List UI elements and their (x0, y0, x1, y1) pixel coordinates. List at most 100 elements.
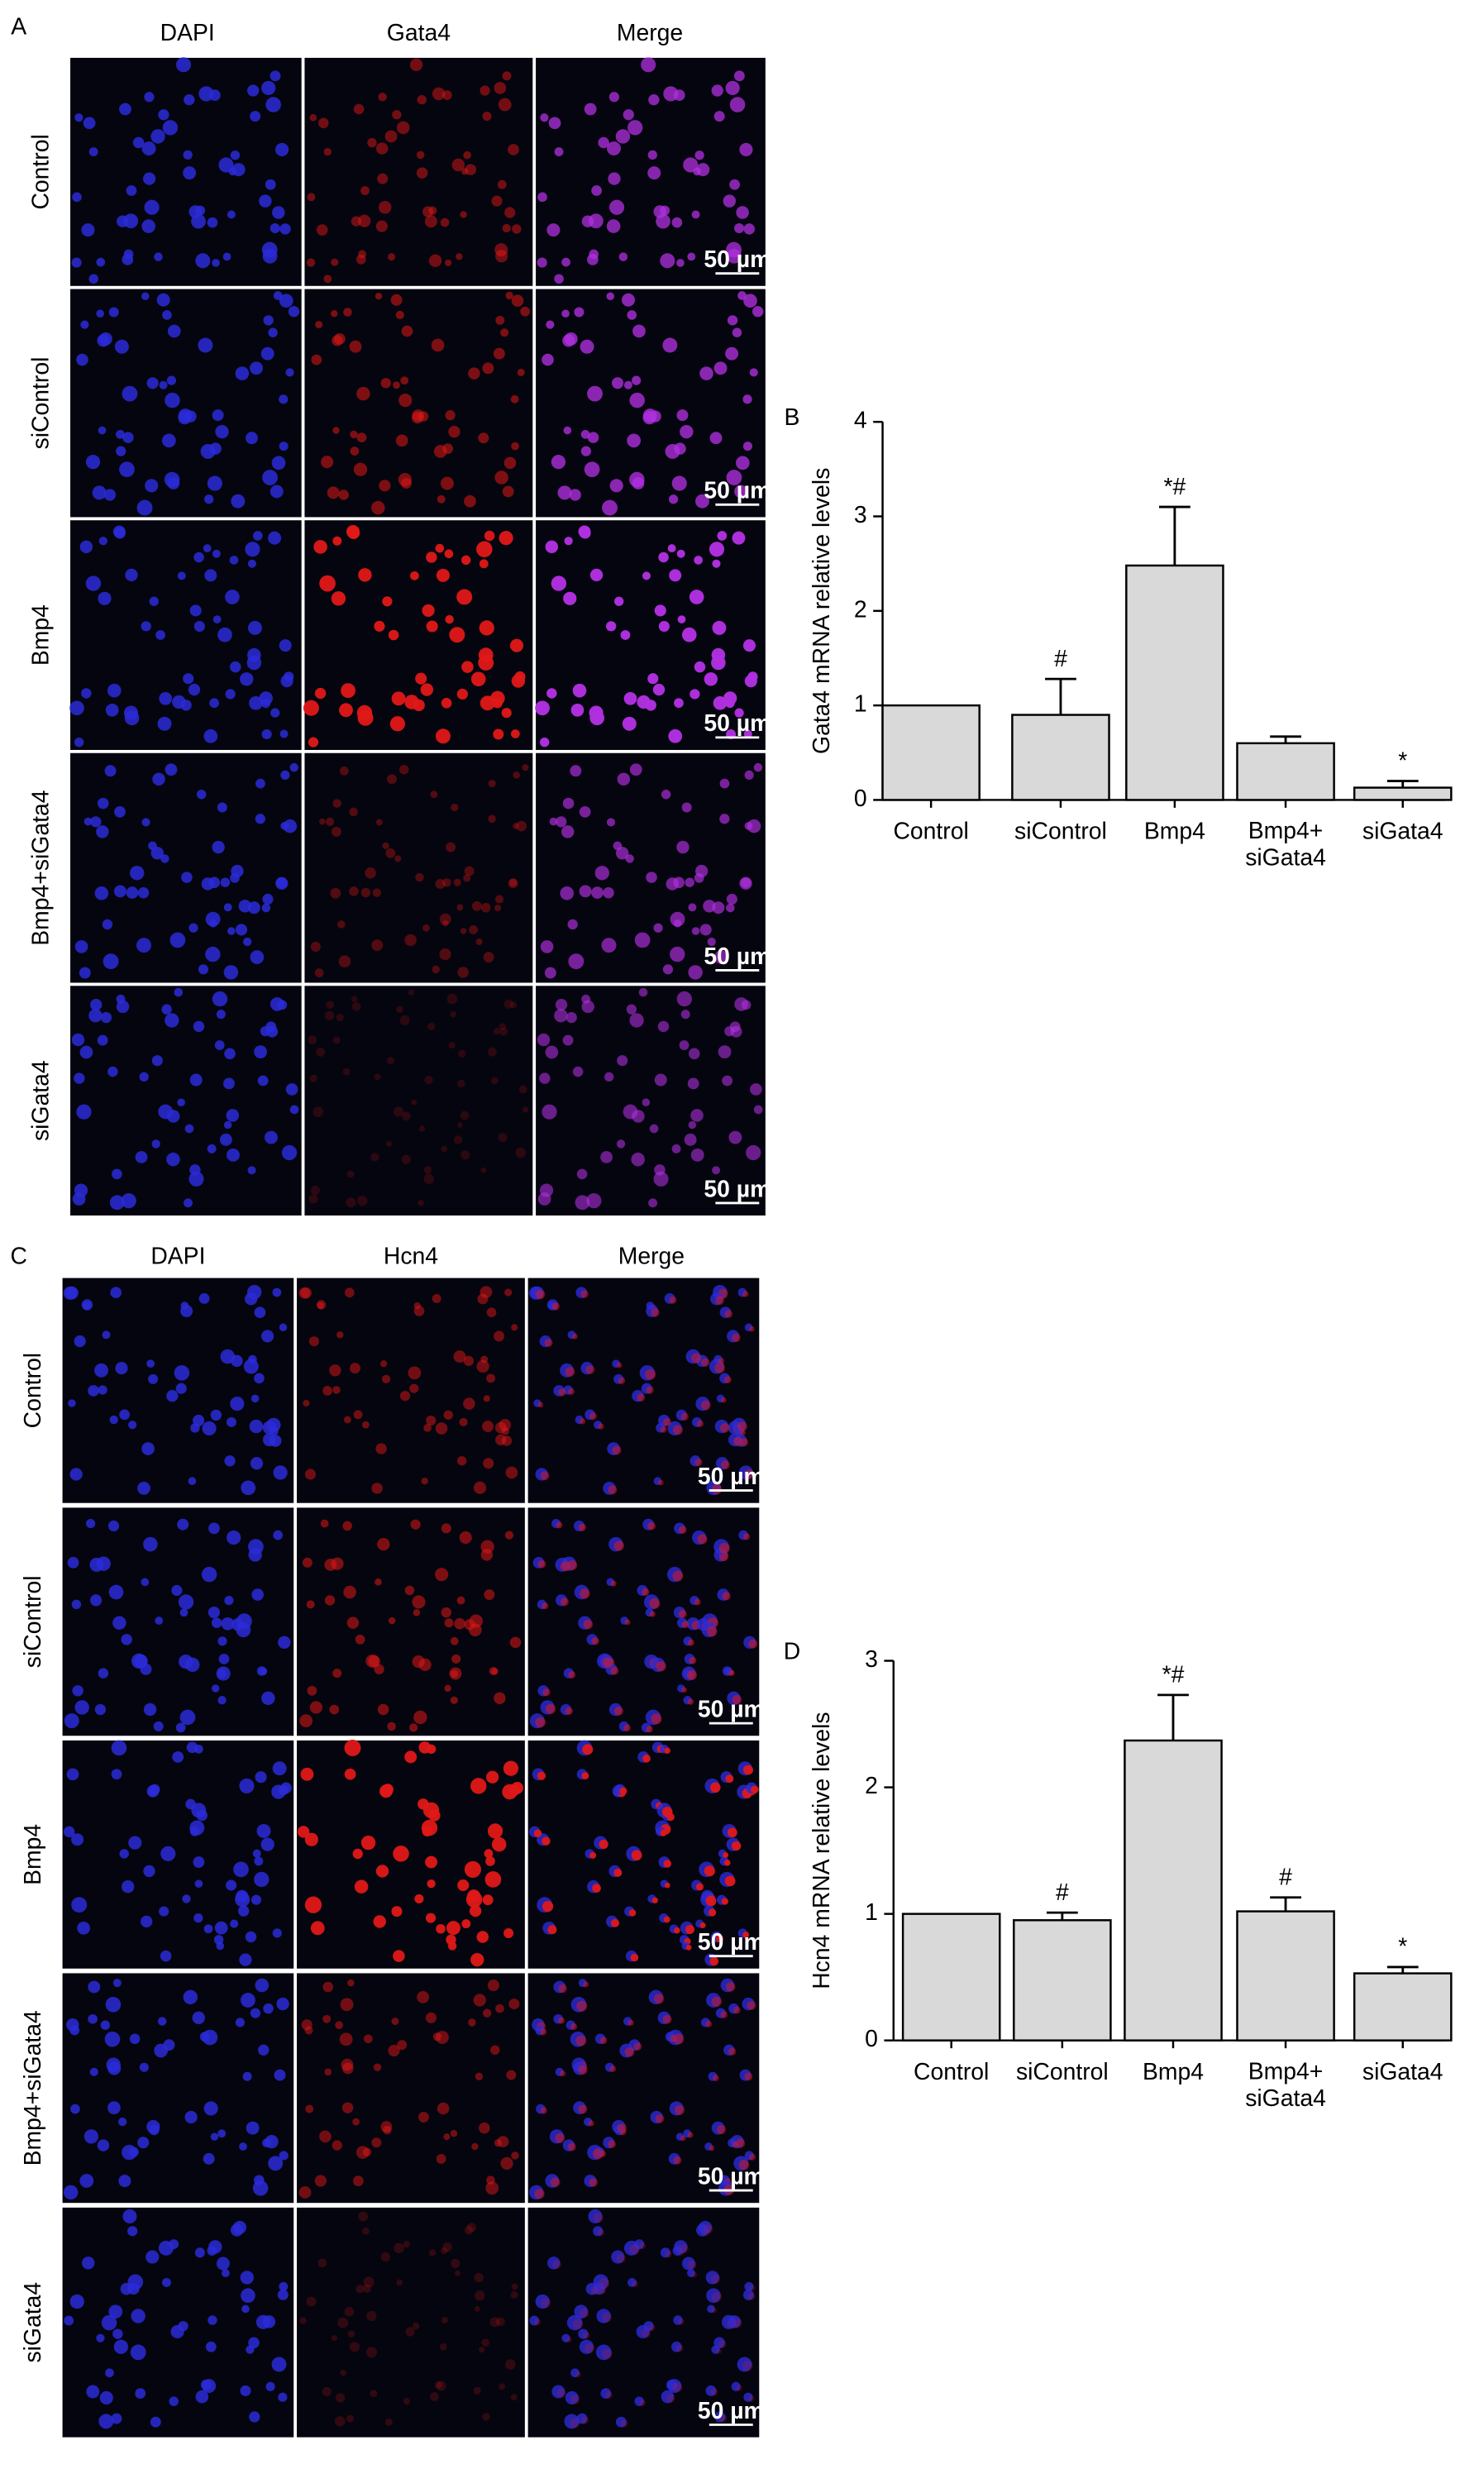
stain (443, 1410, 453, 1421)
image-background (297, 2207, 525, 2438)
merge (734, 222, 745, 233)
stain (475, 2290, 485, 2301)
nucleus (265, 2381, 275, 2391)
nucleus (274, 2069, 286, 2081)
stain (442, 2242, 452, 2252)
nucleus (284, 671, 294, 682)
merge (711, 84, 723, 97)
merge (634, 2396, 645, 2406)
stain (299, 2317, 307, 2324)
nucleus (72, 192, 82, 203)
stain (338, 490, 349, 500)
stain (355, 2285, 365, 2294)
row-label: siControl (28, 357, 55, 450)
merge (614, 1706, 623, 1716)
error-bar (1270, 735, 1301, 743)
stain (499, 2383, 505, 2390)
nucleus (279, 639, 292, 652)
merge (673, 2156, 682, 2165)
stain (425, 2012, 437, 2023)
nucleus (150, 129, 165, 144)
merge (578, 525, 591, 538)
stain (365, 2347, 378, 2358)
stain (448, 426, 460, 438)
stain (450, 2130, 458, 2137)
stain (453, 1350, 466, 1363)
merge (681, 1687, 687, 1693)
merge (546, 320, 555, 329)
stain (445, 614, 454, 624)
merge (717, 531, 728, 541)
nucleus (100, 1011, 112, 1024)
nucleus (101, 2314, 117, 2331)
row-label: Bmp4 (20, 1824, 46, 1885)
merge (713, 2075, 719, 2082)
merge (608, 2140, 616, 2149)
nucleus (278, 2392, 288, 2402)
stain (357, 709, 374, 726)
stain (310, 1185, 320, 1196)
merge (729, 97, 746, 112)
nucleus (159, 691, 173, 705)
nucleus (240, 2385, 251, 2396)
stain (340, 2369, 346, 2376)
merge (712, 1166, 721, 1175)
stain (493, 347, 505, 360)
nucleus (280, 770, 290, 780)
stain (377, 173, 389, 184)
nucleus (241, 2304, 250, 2314)
merge (545, 540, 559, 554)
merge (703, 900, 716, 913)
merge (649, 1124, 659, 1134)
stain (451, 158, 465, 172)
stain (483, 1458, 494, 1469)
merge (555, 999, 568, 1011)
stain (460, 211, 467, 218)
stain (432, 87, 446, 101)
stain (504, 1531, 514, 1540)
nucleus (208, 876, 221, 889)
nucleus (185, 1657, 200, 1672)
stain (332, 427, 340, 434)
x-tick-label: Bmp4 (1143, 2059, 1204, 2085)
stain (499, 1023, 507, 1031)
micrograph (70, 289, 302, 518)
merge (748, 1639, 758, 1649)
nucleus (169, 932, 186, 948)
merge (739, 142, 753, 157)
stain (478, 432, 489, 444)
nucleus (155, 1617, 164, 1625)
nucleus (72, 1192, 86, 1206)
nucleus (195, 205, 206, 216)
merge (727, 1827, 737, 1838)
nucleus (122, 432, 134, 443)
micrograph (62, 1740, 294, 1969)
stain (441, 697, 452, 709)
nucleus (126, 886, 139, 899)
merge (679, 2243, 689, 2254)
nucleus (198, 86, 214, 102)
merge (699, 366, 713, 380)
nucleus (224, 1595, 234, 1606)
merge (542, 353, 554, 366)
merge (728, 1130, 742, 1144)
merge (662, 1417, 671, 1426)
merge (715, 2347, 722, 2355)
stain (396, 2279, 403, 2286)
stain (468, 2018, 476, 2027)
merge (733, 70, 745, 82)
merge (649, 1611, 656, 1617)
stain (349, 886, 359, 896)
nucleus (279, 729, 289, 738)
stain (404, 1585, 415, 1596)
merge (713, 2337, 725, 2349)
stain (402, 1111, 411, 1121)
stain (412, 2322, 420, 2330)
nucleus (195, 253, 211, 269)
merge (642, 1098, 651, 1107)
merge (687, 2132, 694, 2138)
merge (578, 2328, 589, 2339)
nucleus (208, 2240, 222, 2254)
merge (540, 737, 550, 747)
merge (737, 291, 747, 300)
